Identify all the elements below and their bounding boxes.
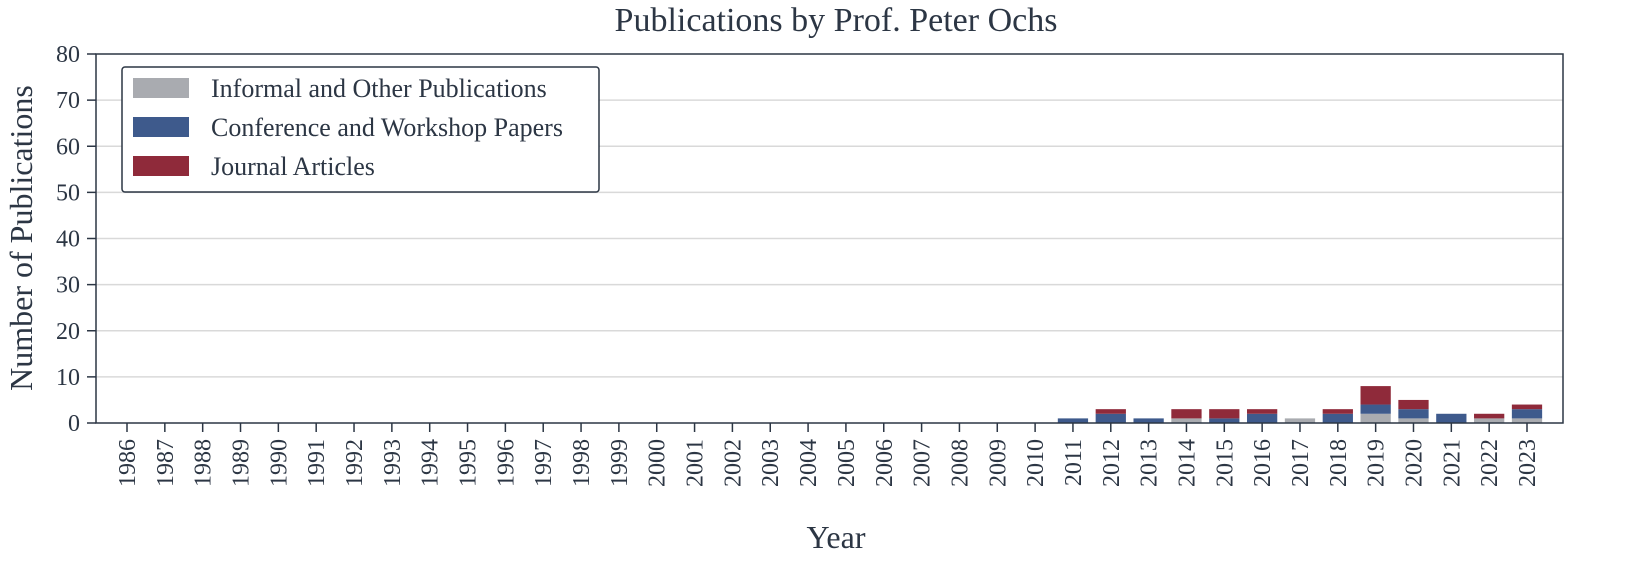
x-tick-label: 2021 — [1439, 439, 1465, 487]
y-tick-label: 80 — [56, 42, 80, 68]
bar-segment — [1474, 418, 1505, 423]
x-tick-label: 2004 — [796, 439, 822, 487]
bar-segment — [1398, 418, 1429, 423]
bar-segment — [1360, 404, 1391, 414]
y-tick-label: 60 — [56, 134, 80, 160]
x-tick-label: 2007 — [910, 439, 936, 487]
x-tick-label: 2015 — [1212, 439, 1238, 487]
bar-segment — [1436, 413, 1467, 423]
bar-segment — [1322, 413, 1353, 423]
x-axis-label: Year — [807, 519, 866, 555]
bar-segment — [1057, 418, 1089, 423]
bar-segment — [1247, 409, 1278, 414]
bar-segment — [1511, 404, 1543, 410]
bar-segment — [1095, 409, 1126, 414]
bar-segment — [1360, 413, 1391, 423]
legend-label: Informal and Other Publications — [211, 74, 547, 103]
y-tick-label: 50 — [56, 180, 80, 206]
y-tick-label: 70 — [56, 88, 80, 114]
x-tick-label: 2017 — [1288, 439, 1314, 487]
x-tick-label: 2003 — [758, 439, 784, 487]
legend-swatch — [133, 117, 189, 137]
x-tick-label: 1997 — [531, 439, 557, 487]
bar-segment — [1398, 399, 1429, 410]
bar-segment — [1284, 418, 1316, 423]
x-tick-label: 1989 — [229, 439, 255, 487]
x-tick-label: 1987 — [153, 439, 179, 487]
x-tick-label: 2010 — [1023, 439, 1049, 487]
x-tick-label: 2020 — [1401, 439, 1427, 487]
y-tick-label: 40 — [56, 227, 80, 253]
x-tick-label: 2014 — [1174, 439, 1200, 487]
x-tick-label: 1996 — [493, 439, 519, 487]
x-tick-label: 2019 — [1364, 439, 1390, 487]
x-tick-label: 2006 — [872, 439, 898, 487]
y-tick-label: 30 — [56, 273, 80, 299]
x-tick-label: 2008 — [947, 439, 973, 487]
x-tick-label: 2012 — [1099, 439, 1125, 487]
x-tick-label: 1990 — [266, 439, 292, 487]
legend-swatch — [133, 156, 189, 176]
bar-segment — [1511, 418, 1543, 423]
legend: Informal and Other Publications Conferenc… — [121, 66, 600, 193]
bar-segment — [1209, 418, 1240, 423]
legend-label: Journal Articles — [211, 152, 375, 181]
x-tick-label: 2009 — [985, 439, 1011, 487]
x-tick-label: 2000 — [645, 439, 671, 487]
y-tick-label: 0 — [68, 411, 80, 437]
legend-swatch — [133, 78, 189, 98]
x-tick-label: 2005 — [834, 439, 860, 487]
x-tick-label: 1995 — [456, 439, 482, 487]
bar-segment — [1322, 409, 1353, 414]
x-tick-label: 2013 — [1137, 439, 1163, 487]
y-axis-label: Number of Publications — [3, 85, 39, 391]
x-tick-label: 2002 — [720, 439, 746, 487]
legend-label: Conference and Workshop Papers — [211, 113, 563, 142]
bar-segment — [1247, 413, 1278, 423]
bar-segment — [1209, 409, 1240, 419]
x-tick-label: 2018 — [1326, 439, 1352, 487]
legend-box — [121, 66, 600, 193]
x-tick-label: 1999 — [607, 439, 633, 487]
bar-segment — [1171, 418, 1202, 423]
bars — [1057, 386, 1543, 423]
x-tick-label: 1991 — [304, 439, 330, 487]
y-tick-label: 10 — [56, 365, 80, 391]
x-tick-label: 1994 — [418, 439, 444, 487]
bar-segment — [1474, 413, 1505, 419]
chart-title: Publications by Prof. Peter Ochs — [615, 2, 1058, 39]
x-tick-label: 1993 — [380, 439, 406, 487]
y-axis: 0 10 20 30 40 50 60 70 80 — [56, 42, 96, 437]
bar-segment — [1398, 409, 1429, 419]
x-tick-label: 2016 — [1250, 439, 1276, 487]
x-tick-label: 1988 — [191, 439, 217, 487]
bar-segment — [1095, 413, 1126, 423]
bar-segment — [1171, 409, 1202, 419]
x-tick-label: 1998 — [569, 439, 595, 487]
x-tick-label: 2023 — [1515, 439, 1541, 487]
x-tick-label: 2001 — [683, 439, 709, 487]
x-axis: 1986 1987 1988 1989 1990 1991 1992 1993 1994 1995… — [115, 423, 1541, 487]
x-tick-label: 2022 — [1477, 439, 1503, 487]
x-tick-label: 1986 — [115, 439, 141, 487]
bar-segment — [1360, 386, 1391, 405]
x-tick-label: 2011 — [1061, 439, 1087, 486]
y-tick-label: 20 — [56, 319, 80, 345]
bar-segment — [1133, 418, 1164, 423]
bar-segment — [1511, 409, 1543, 419]
x-tick-label: 1992 — [342, 439, 368, 487]
